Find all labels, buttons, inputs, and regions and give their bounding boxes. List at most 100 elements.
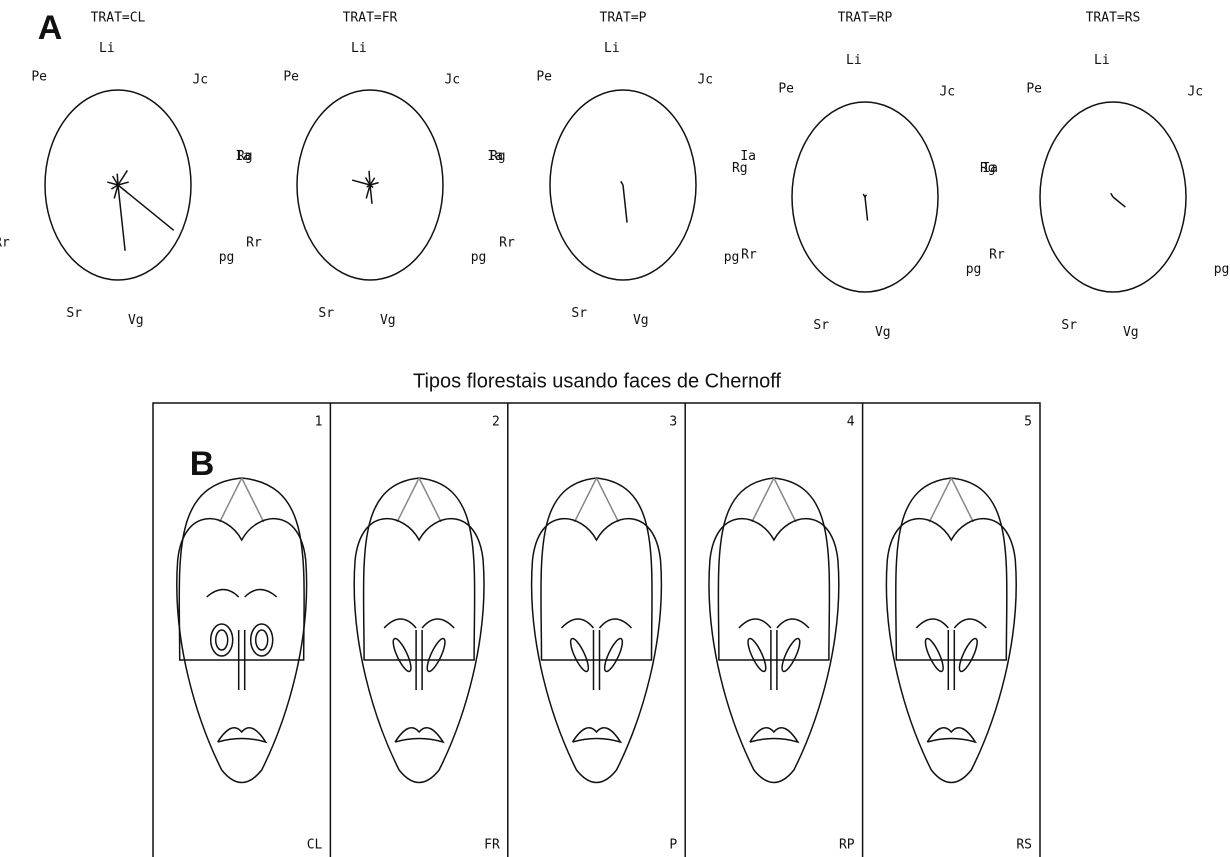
- star-variable-label: Li: [1094, 53, 1110, 68]
- face-eye: [956, 637, 980, 674]
- face-eyebrows: [384, 619, 454, 628]
- star-variable-label: Vg: [128, 313, 144, 328]
- face-hair: [752, 478, 796, 522]
- face-hair: [929, 478, 973, 522]
- face-hair: [397, 478, 441, 522]
- face-eyebrows: [739, 619, 809, 628]
- face-pupil: [216, 630, 228, 650]
- face-head: [179, 478, 304, 660]
- face-head: [541, 478, 652, 660]
- star-variable-label: Pe: [283, 70, 299, 85]
- face-eye: [424, 637, 448, 674]
- star-variable-label: Li: [846, 53, 862, 68]
- face-head: [718, 478, 829, 660]
- star-ray: [1111, 193, 1113, 197]
- star-variable-label: Rg: [732, 161, 748, 176]
- star-variable-label: Jc: [444, 73, 460, 88]
- star-variable-label: Rr: [246, 235, 262, 250]
- face-eye: [745, 637, 769, 674]
- face-eye: [567, 637, 591, 674]
- star-variable-label: Jc: [697, 73, 713, 88]
- star-title: TRAT=FR: [343, 11, 398, 26]
- star-variable-label: pg: [1214, 262, 1230, 277]
- face-outline: [177, 519, 307, 783]
- star-variable-label: Sr: [318, 306, 334, 321]
- star-variable-label: Pe: [1026, 82, 1042, 97]
- star-variable-label: Li: [351, 41, 367, 56]
- face-number: 3: [669, 415, 677, 430]
- face-eye: [251, 624, 273, 656]
- face-head: [364, 478, 475, 660]
- faces-frame: [153, 403, 1040, 857]
- face-eye: [922, 637, 946, 674]
- star-variable-label: Vg: [1123, 325, 1139, 340]
- face-eye: [211, 624, 233, 656]
- star-variable-label: Pe: [536, 70, 552, 85]
- face-eye: [779, 637, 803, 674]
- panel-label: A: [38, 9, 63, 47]
- star-variable-label: Sr: [813, 318, 829, 333]
- star-variable-label: pg: [219, 250, 235, 265]
- star-ray: [623, 185, 627, 223]
- face-mouth: [750, 728, 798, 742]
- star-title: TRAT=CL: [91, 11, 146, 26]
- star-title: TRAT=RS: [1086, 11, 1141, 26]
- star-ray: [118, 185, 125, 251]
- face-outline: [709, 519, 839, 783]
- face-eye: [601, 637, 625, 674]
- star-ray: [865, 197, 868, 221]
- star-ray: [370, 185, 372, 204]
- star-variable-label: Jc: [1187, 85, 1203, 100]
- star-variable-label: Sr: [571, 306, 587, 321]
- star-variable-label: Rg: [490, 149, 506, 164]
- star-ray: [118, 185, 174, 230]
- star-variable-label: Li: [604, 41, 620, 56]
- face-label: CL: [307, 838, 323, 853]
- star-variable-label: Sr: [66, 306, 82, 321]
- face-label: RP: [839, 838, 855, 853]
- face-number: 5: [1024, 415, 1032, 430]
- face-mouth: [573, 728, 621, 742]
- panel-label: B: [190, 445, 215, 483]
- star-variable-label: Rg: [980, 161, 996, 176]
- star-variable-label: Rr: [0, 235, 10, 250]
- face-number: 1: [315, 415, 323, 430]
- star-variable-label: Vg: [633, 313, 649, 328]
- face-label: FR: [484, 838, 500, 853]
- star-variable-label: Pe: [778, 82, 794, 97]
- face-label: RS: [1016, 838, 1032, 853]
- face-number: 2: [492, 415, 500, 430]
- face-eyebrows: [207, 590, 277, 598]
- star-variable-label: Vg: [875, 325, 891, 340]
- face-mouth: [395, 728, 443, 742]
- figure: A B TRAT=CLLiJcIapgVgSrRrRgPeTRAT=FRLiJc…: [0, 0, 1230, 857]
- star-ray: [621, 181, 623, 185]
- face-mouth: [218, 728, 266, 742]
- star-variable-label: Sr: [1061, 318, 1077, 333]
- face-outline: [354, 519, 484, 783]
- faces-title: Tipos florestais usando faces de Chernof…: [413, 370, 781, 392]
- star-variable-label: pg: [724, 250, 740, 265]
- star-variable-label: Rg: [0, 149, 1, 164]
- star-variable-label: Rr: [741, 247, 757, 262]
- star-title: TRAT=P: [600, 11, 647, 26]
- face-outline: [886, 519, 1016, 783]
- face-label: P: [669, 838, 677, 853]
- face-mouth: [927, 728, 975, 742]
- star-ray: [1113, 197, 1125, 207]
- face-hair: [220, 478, 264, 522]
- face-head: [896, 478, 1007, 660]
- star-variable-label: Vg: [380, 313, 396, 328]
- face-outline: [532, 519, 662, 783]
- star-variable-label: Rr: [499, 235, 515, 250]
- face-eyebrows: [562, 619, 632, 628]
- star-ray: [863, 194, 865, 197]
- star-variable-label: Rr: [989, 247, 1005, 262]
- star-variable-label: Li: [99, 41, 115, 56]
- star-variable-label: pg: [471, 250, 487, 265]
- star-variable-label: Pe: [31, 70, 47, 85]
- star-title: TRAT=RP: [838, 11, 893, 26]
- face-number: 4: [847, 415, 855, 430]
- face-hair: [575, 478, 619, 522]
- star-variable-label: Jc: [192, 73, 208, 88]
